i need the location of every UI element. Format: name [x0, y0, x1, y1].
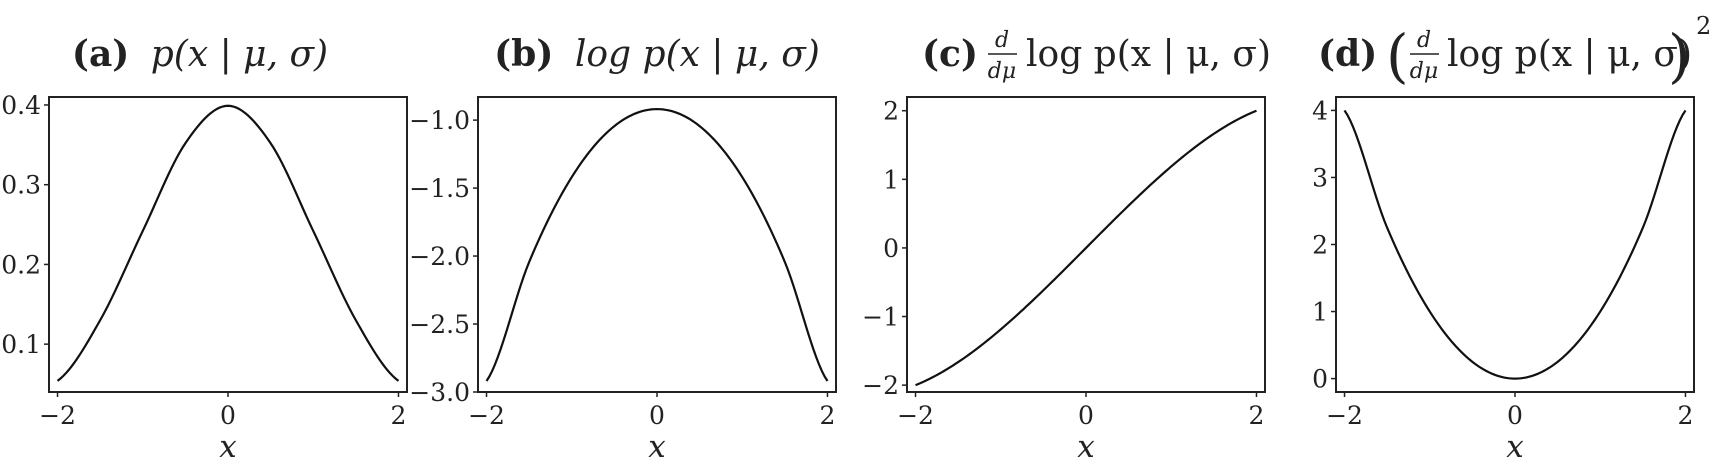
panel-c-ytick-label-2: 0: [883, 234, 899, 263]
panel-d-xtick-label-2: 2: [1678, 401, 1694, 430]
panel-d-title-exponent: 2: [1696, 12, 1711, 40]
panel-b-ytick-label-4: −1.0: [409, 106, 470, 135]
panel-d-ytick-label-2: 2: [1312, 231, 1328, 260]
panel-a-ytick-label-1: 0.2: [1, 250, 41, 279]
panel-a-ytick-label-3: 0.4: [1, 91, 41, 120]
panel-b-title-letter: (b): [494, 33, 553, 75]
panel-b-axes: −2 0 2 −3.0 −2.5 −2.0 −1.5 −1.0: [409, 106, 835, 430]
panel-a-title-letter: (a): [72, 33, 129, 75]
panel-d-ytick-label-4: 4: [1312, 96, 1328, 125]
panel-b-xtick-label-2: 2: [820, 401, 836, 430]
panel-a: (a) p(x | μ, σ) −2 0 2 0.1 0.2 0.3 0.4 x: [1, 33, 408, 465]
panel-c-xtick-label-2: 2: [1249, 401, 1265, 430]
panel-d-ytick-label-0: 0: [1312, 365, 1328, 394]
panel-a-title-expr: p(x | μ, σ): [151, 34, 328, 75]
panel-a-xtick-label-0: −2: [39, 401, 76, 430]
panel-c: (c) d dμ log p(x | μ, σ) −2 0 2 −2 −1 0 1 2 x: [862, 28, 1271, 465]
panel-c-ytick-label-4: 2: [883, 97, 899, 126]
panel-d-ytick-label-3: 3: [1312, 163, 1328, 192]
panel-d-ytick-label-1: 1: [1312, 298, 1328, 327]
panel-b-series-0-line: [485, 107, 829, 382]
panel-a-frame: [48, 96, 408, 393]
panel-c-xtick-label-0: −2: [897, 401, 934, 430]
panel-b-ytick-label-0: −3.0: [409, 378, 470, 407]
panel-a-xtick-label-1: 0: [220, 401, 236, 430]
panel-a-axes: −2 0 2 0.1 0.2 0.3 0.4: [1, 91, 406, 430]
panel-d-xtick-label-0: −2: [1326, 401, 1363, 430]
panel-b-xlabel: x: [648, 429, 666, 465]
panel-d-frac-den: dμ: [1410, 59, 1438, 84]
panel-b-ytick-label-1: −2.5: [409, 310, 470, 339]
panel-a-ytick-label-0: 0.1: [1, 330, 41, 359]
panel-a-ytick-label-2: 0.3: [1, 171, 41, 200]
panel-d-right-paren: ): [1668, 22, 1691, 90]
panel-d-series-0-line: [1343, 109, 1687, 380]
panel-d-left-paren: (: [1386, 22, 1409, 90]
panel-d-title-letter: (d): [1318, 33, 1377, 75]
panel-b-ytick-label-2: −2.0: [409, 242, 470, 271]
panel-d-frame: [1335, 96, 1695, 393]
panel-d-xlabel: x: [1506, 429, 1524, 465]
panel-c-axes: −2 0 2 −2 −1 0 1 2: [862, 97, 1264, 430]
panel-a-series-0-line: [56, 104, 400, 382]
panel-c-ytick-label-1: −1: [862, 303, 899, 332]
panel-b-title-expr: log p(x | μ, σ): [575, 34, 820, 75]
panel-c-title-letter: (c): [922, 33, 978, 75]
panel-b: (b) log p(x | μ, σ) −2 0 2 −3.0 −2.5 −2.0 −1.5…: [409, 33, 837, 465]
panel-b-xtick-label-1: 0: [649, 401, 665, 430]
panel-a-title: (a) p(x | μ, σ): [72, 33, 328, 75]
panel-d-frac-num: d: [1417, 28, 1431, 53]
panel-b-frame: [477, 96, 837, 393]
panel-a-xtick-label-2: 2: [391, 401, 407, 430]
panel-b-xtick-label-0: −2: [468, 401, 505, 430]
panel-b-ytick-label-3: −1.5: [409, 174, 470, 203]
panel-d-title-expr: log p(x | μ, σ): [1447, 34, 1692, 75]
panel-d-xtick-label-1: 0: [1507, 401, 1523, 430]
panel-c-frac-num: d: [995, 28, 1009, 53]
panel-c-xtick-label-1: 0: [1078, 401, 1094, 430]
panel-d-axes: −2 0 2 0 1 2 3 4: [1312, 96, 1693, 430]
panel-b-title: (b) log p(x | μ, σ): [494, 33, 820, 75]
panel-c-title-expr: log p(x | μ, σ): [1026, 34, 1271, 75]
panel-c-series-0-line: [915, 109, 1257, 387]
panel-c-frac-den: dμ: [988, 59, 1016, 84]
panel-c-ytick-label-3: 1: [883, 165, 899, 194]
panel-c-xlabel: x: [1077, 429, 1095, 465]
panel-d: (d) ( d dμ log p(x | μ, σ) ) 2 −2 0 2 0 1 2 3 4…: [1312, 12, 1711, 465]
panel-c-frame: [906, 96, 1266, 393]
panel-a-xlabel: x: [219, 429, 237, 465]
panel-c-ytick-label-0: −2: [862, 371, 899, 400]
